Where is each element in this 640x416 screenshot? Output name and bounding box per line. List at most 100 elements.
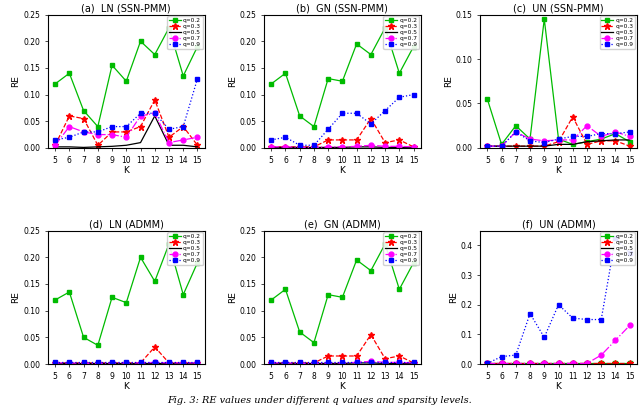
q=0.5 — [583, 139, 591, 144]
Line: q=0.5: q=0.5 — [271, 363, 413, 364]
q=0.7 — [51, 360, 59, 365]
q=0.7 — [353, 360, 360, 365]
q=0.9 — [626, 250, 634, 255]
Line: q=0.7: q=0.7 — [269, 143, 416, 150]
q=0.2 — [268, 82, 275, 87]
q=0.7 — [310, 145, 318, 150]
q=0.5 — [540, 361, 548, 366]
q=0.9 — [80, 360, 88, 365]
q=0.7 — [353, 144, 360, 149]
q=0.9 — [194, 76, 202, 81]
q=0.9 — [540, 335, 548, 340]
q=0.3 — [498, 361, 506, 366]
q=0.2 — [583, 139, 591, 144]
q=0.5 — [512, 144, 520, 149]
q=0.2 — [498, 361, 506, 366]
Legend: q=0.2, q=0.3, q=0.5, q=0.7, q=0.9: q=0.2, q=0.3, q=0.5, q=0.7, q=0.9 — [383, 233, 419, 265]
q=0.3 — [108, 360, 116, 365]
q=0.5 — [583, 361, 591, 366]
q=0.2 — [339, 295, 346, 300]
Title: (f)  UN (ADMM): (f) UN (ADMM) — [522, 220, 595, 230]
Line: q=0.7: q=0.7 — [485, 323, 632, 366]
q=0.9 — [483, 361, 491, 366]
Text: Fig. 3: RE values under different q values and sparsity levels.: Fig. 3: RE values under different q valu… — [168, 396, 472, 405]
q=0.3 — [526, 144, 534, 149]
q=0.7 — [339, 360, 346, 365]
q=0.3 — [396, 137, 403, 142]
q=0.5 — [555, 142, 563, 147]
q=0.7 — [122, 360, 130, 365]
q=0.3 — [282, 144, 289, 149]
q=0.2 — [122, 79, 130, 84]
q=0.2 — [296, 329, 303, 334]
q=0.2 — [597, 361, 605, 366]
q=0.2 — [151, 279, 159, 284]
q=0.2 — [80, 108, 88, 113]
q=0.9 — [65, 360, 73, 365]
q=0.5 — [410, 145, 417, 150]
q=0.7 — [367, 359, 374, 364]
q=0.7 — [626, 323, 634, 328]
q=0.2 — [51, 297, 59, 302]
q=0.7 — [410, 144, 417, 149]
q=0.5 — [555, 361, 563, 366]
q=0.7 — [179, 137, 187, 142]
q=0.2 — [137, 255, 145, 260]
q=0.3 — [122, 129, 130, 134]
q=0.9 — [194, 360, 202, 365]
q=0.7 — [540, 139, 548, 144]
q=0.9 — [367, 121, 374, 126]
q=0.7 — [94, 132, 102, 137]
Line: q=0.9: q=0.9 — [269, 360, 416, 365]
q=0.5 — [65, 361, 73, 366]
q=0.9 — [583, 317, 591, 322]
q=0.5 — [194, 144, 202, 149]
q=0.5 — [597, 361, 605, 366]
q=0.9 — [381, 360, 389, 365]
q=0.2 — [483, 97, 491, 102]
q=0.3 — [612, 361, 620, 366]
q=0.5 — [137, 140, 145, 145]
q=0.5 — [137, 361, 145, 366]
q=0.9 — [569, 134, 577, 139]
Line: q=0.7: q=0.7 — [52, 360, 200, 366]
q=0.9 — [626, 129, 634, 134]
q=0.5 — [626, 137, 634, 142]
q=0.2 — [626, 139, 634, 144]
Title: (d)  LN (ADMM): (d) LN (ADMM) — [89, 220, 164, 230]
q=0.5 — [94, 144, 102, 149]
Line: q=0.9: q=0.9 — [269, 92, 416, 148]
q=0.3 — [151, 97, 159, 102]
Title: (e)  GN (ADMM): (e) GN (ADMM) — [304, 220, 381, 230]
Line: q=0.3: q=0.3 — [52, 97, 201, 149]
q=0.5 — [310, 145, 318, 150]
q=0.7 — [381, 360, 389, 365]
q=0.7 — [396, 360, 403, 365]
q=0.5 — [381, 361, 389, 366]
q=0.9 — [612, 131, 620, 136]
q=0.7 — [108, 360, 116, 365]
X-axis label: K: K — [124, 382, 129, 391]
q=0.7 — [282, 144, 289, 149]
q=0.7 — [268, 144, 275, 149]
q=0.2 — [381, 241, 389, 246]
q=0.5 — [339, 361, 346, 366]
q=0.5 — [179, 143, 187, 148]
q=0.5 — [498, 361, 506, 366]
q=0.7 — [540, 361, 548, 366]
q=0.5 — [151, 361, 159, 366]
q=0.5 — [51, 144, 59, 149]
q=0.7 — [137, 114, 145, 119]
q=0.2 — [94, 124, 102, 129]
q=0.9 — [296, 360, 303, 365]
q=0.5 — [65, 144, 73, 149]
q=0.7 — [612, 338, 620, 343]
q=0.7 — [65, 124, 73, 129]
q=0.7 — [483, 361, 491, 366]
q=0.3 — [324, 354, 332, 359]
q=0.5 — [282, 145, 289, 150]
q=0.7 — [80, 129, 88, 134]
q=0.2 — [569, 142, 577, 147]
Y-axis label: RE: RE — [12, 291, 20, 303]
q=0.3 — [165, 135, 173, 140]
